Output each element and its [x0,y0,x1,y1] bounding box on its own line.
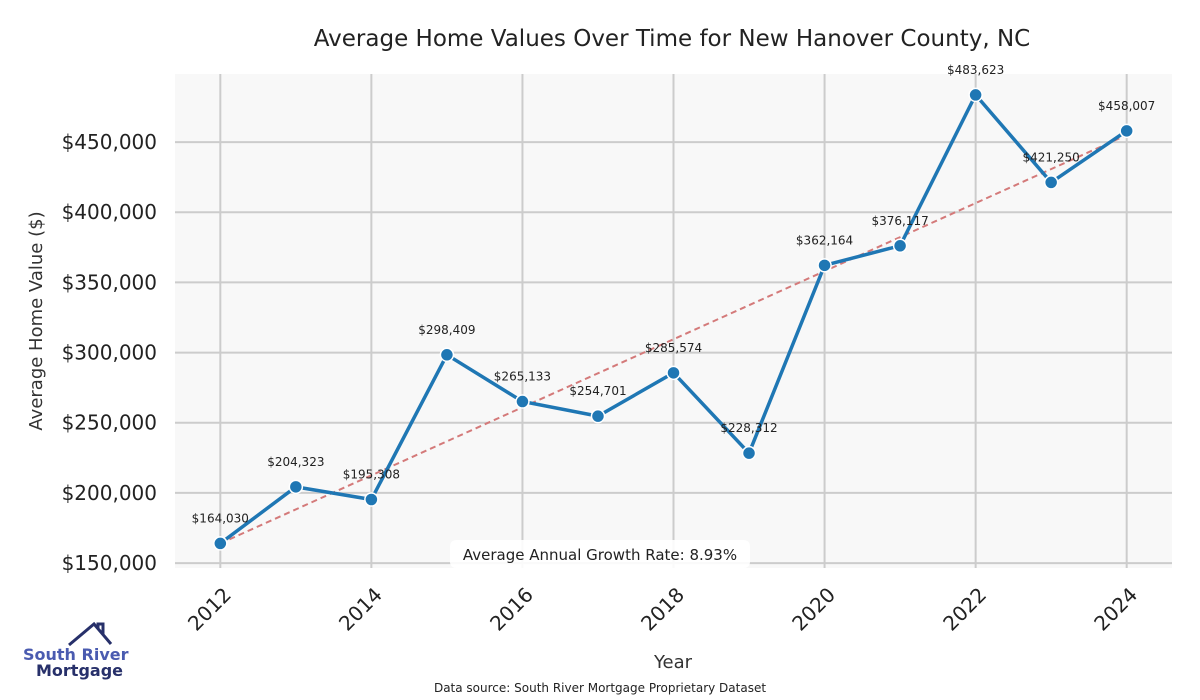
data-point [817,258,832,273]
y-tick-label: $350,000 [62,270,157,294]
data-point [968,87,983,103]
south-river-logo: South River Mortgage [23,621,129,680]
data-label: $228,312 [720,421,777,435]
data-label: $204,323 [267,455,324,469]
x-axis-label: Year [653,652,693,673]
x-tick-label: 2018 [636,583,689,636]
data-label: $285,574 [645,341,702,355]
data-label: $195,308 [343,468,400,482]
x-tick-label: 2012 [183,583,236,636]
x-tick-label: 2016 [485,583,538,636]
data-label: $164,030 [192,511,249,525]
data-label: $483,623 [947,63,1004,77]
data-label: $458,007 [1098,99,1155,113]
data-point [1043,175,1059,190]
y-tick-label: $150,000 [62,551,157,575]
data-point [213,536,228,551]
data-point [439,347,455,363]
y-tick-label: $450,000 [62,130,157,154]
x-tick-label: 2022 [938,583,991,636]
y-tick-label: $200,000 [62,481,157,505]
y-axis-label: Average Home Value ($) [26,211,47,430]
y-tick-label: $250,000 [62,411,157,435]
data-point [1119,123,1134,139]
data-point [741,445,757,461]
logo-line1: South River [23,645,129,664]
growth-annotation: Average Annual Growth Rate: 8.93% [450,540,750,568]
chart-title: Average Home Values Over Time for New Ha… [314,26,1030,52]
x-tick-label: 2014 [334,583,387,636]
data-point [666,365,681,381]
data-point [892,238,908,254]
logo-line2: Mortgage [36,661,123,680]
data-label: $265,133 [494,370,551,384]
trend-line [219,134,1128,545]
x-tick-label: 2020 [787,583,840,636]
y-tick-label: $300,000 [62,341,157,365]
data-label: $362,164 [796,233,853,247]
data-label: $376,117 [871,214,928,228]
y-tick-label: $400,000 [62,200,157,224]
source-note: Data source: South River Mortgage Propri… [434,681,766,695]
data-point [515,394,530,409]
data-point [288,479,304,495]
data-label: $421,250 [1023,150,1080,164]
data-label: $254,701 [569,384,626,398]
data-point [364,492,379,507]
annotation-text: Average Annual Growth Rate: 8.93% [463,546,737,564]
x-tick-label: 2024 [1089,583,1142,636]
data-point [590,408,606,424]
data-label: $298,409 [418,323,475,337]
